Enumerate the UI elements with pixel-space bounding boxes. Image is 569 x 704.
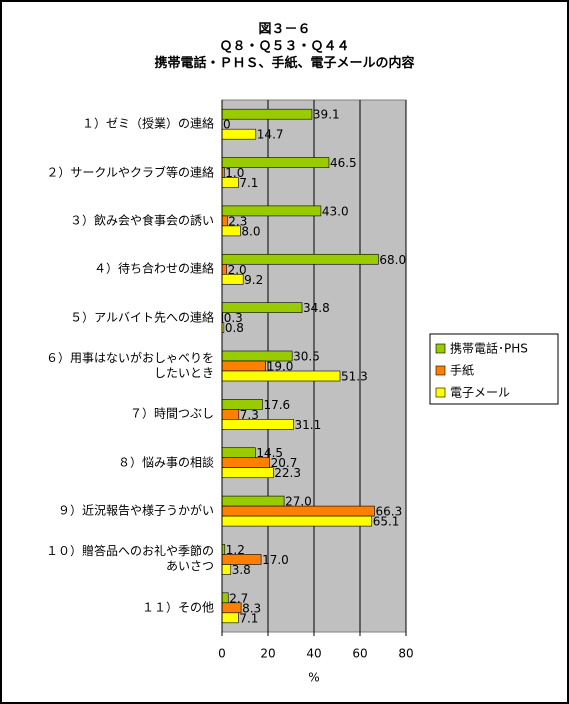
bar bbox=[221, 225, 241, 237]
data-label: 66.3 bbox=[375, 505, 402, 519]
bar bbox=[221, 360, 267, 372]
data-label: 43.0 bbox=[322, 204, 349, 218]
x-tick-label: 40 bbox=[306, 647, 321, 661]
chart-title: Ｑ８・Ｑ５３・Ｑ４４ bbox=[219, 39, 350, 54]
y-tick-label: ９）近況報告や様子うかがい bbox=[57, 503, 214, 518]
data-label: 8.0 bbox=[241, 224, 260, 238]
x-tick-label: 0 bbox=[218, 647, 226, 661]
data-label: 39.1 bbox=[313, 108, 340, 122]
bar bbox=[221, 602, 242, 614]
bar bbox=[221, 273, 244, 285]
bar bbox=[221, 128, 257, 140]
data-label: 7.1 bbox=[239, 611, 258, 625]
data-label: 27.0 bbox=[285, 495, 312, 509]
data-label: 9.2 bbox=[244, 273, 263, 287]
x-axis-label: % bbox=[308, 671, 319, 685]
bar bbox=[221, 263, 227, 275]
bar bbox=[221, 177, 239, 188]
data-label: 0.8 bbox=[225, 321, 244, 335]
y-tick-label: ８）悩み事の相談 bbox=[117, 455, 214, 470]
bar bbox=[221, 215, 228, 227]
data-label: 0 bbox=[223, 118, 231, 132]
bar bbox=[221, 457, 270, 469]
data-label: 1.2 bbox=[226, 543, 245, 557]
data-label: 1.0 bbox=[225, 166, 244, 180]
data-label: 34.8 bbox=[303, 301, 330, 315]
bar bbox=[221, 505, 375, 517]
data-label: 2.3 bbox=[228, 214, 247, 228]
data-label: 14.7 bbox=[257, 128, 284, 142]
data-label: 65.1 bbox=[373, 515, 400, 529]
bar bbox=[221, 467, 274, 479]
bar bbox=[221, 564, 232, 575]
data-label: 68.0 bbox=[379, 253, 406, 267]
y-tick-label: １）ゼミ（授業）の連絡 bbox=[81, 116, 214, 131]
y-tick-label: ２）サークルやクラブ等の連絡 bbox=[46, 165, 214, 180]
legend-box bbox=[429, 333, 559, 405]
data-label: 8.3 bbox=[242, 601, 261, 615]
legend-swatch bbox=[435, 387, 446, 398]
data-label: 17.6 bbox=[263, 398, 290, 412]
chart-title: 携帯電話・ＰＨＳ、手紙、電子メールの内容 bbox=[154, 56, 415, 71]
data-label: 7.1 bbox=[239, 176, 258, 190]
legend-swatch bbox=[435, 365, 446, 376]
bar bbox=[221, 419, 294, 430]
chart-title: 図３－６ bbox=[258, 22, 311, 37]
data-label: 14.5 bbox=[256, 446, 283, 460]
legend-label: 携帯電話･PHS bbox=[450, 341, 528, 356]
bar bbox=[221, 495, 285, 507]
x-tick-label: 20 bbox=[260, 647, 275, 661]
bar bbox=[221, 108, 313, 120]
data-label: 51.3 bbox=[341, 370, 368, 384]
bar bbox=[221, 592, 229, 604]
data-label: 22.3 bbox=[274, 466, 301, 480]
data-label: 7.3 bbox=[240, 408, 259, 422]
y-tick-label: ５）アルバイト先への連絡 bbox=[70, 310, 214, 325]
data-label: 20.7 bbox=[271, 456, 298, 470]
y-tick-label: １０）贈答品へのお礼や季節の あいさつ bbox=[45, 544, 214, 574]
x-tick-label: 80 bbox=[398, 647, 413, 661]
data-label: 19.0 bbox=[267, 360, 294, 374]
y-tick-label: ６）用事はないがおしゃべりを したいとき bbox=[45, 351, 214, 380]
x-tick-label: 60 bbox=[352, 647, 367, 661]
data-label: 2.7 bbox=[229, 591, 248, 605]
data-label: 30.5 bbox=[293, 350, 320, 364]
y-tick-label: ３）飲み会や食事会の誘い bbox=[69, 213, 214, 228]
legend-label: 手紙 bbox=[450, 363, 474, 378]
legend-label: 電子メール bbox=[450, 386, 510, 400]
y-tick-label: ７）時間つぶし bbox=[129, 406, 214, 421]
bar bbox=[221, 447, 256, 459]
bar bbox=[221, 612, 239, 624]
data-label: 0.3 bbox=[224, 311, 243, 325]
data-label: 17.0 bbox=[262, 553, 289, 567]
bar bbox=[221, 515, 373, 527]
legend-swatch bbox=[435, 343, 446, 354]
data-label: 2.0 bbox=[228, 263, 247, 277]
bar bbox=[221, 370, 341, 382]
data-label: 3.8 bbox=[232, 563, 251, 577]
y-tick-label: １１）その他 bbox=[141, 600, 214, 615]
data-label: 31.1 bbox=[295, 418, 322, 432]
y-tick-label: ４）待ち合わせの連絡 bbox=[93, 261, 214, 276]
data-label: 46.5 bbox=[330, 156, 357, 170]
bar bbox=[221, 409, 240, 420]
